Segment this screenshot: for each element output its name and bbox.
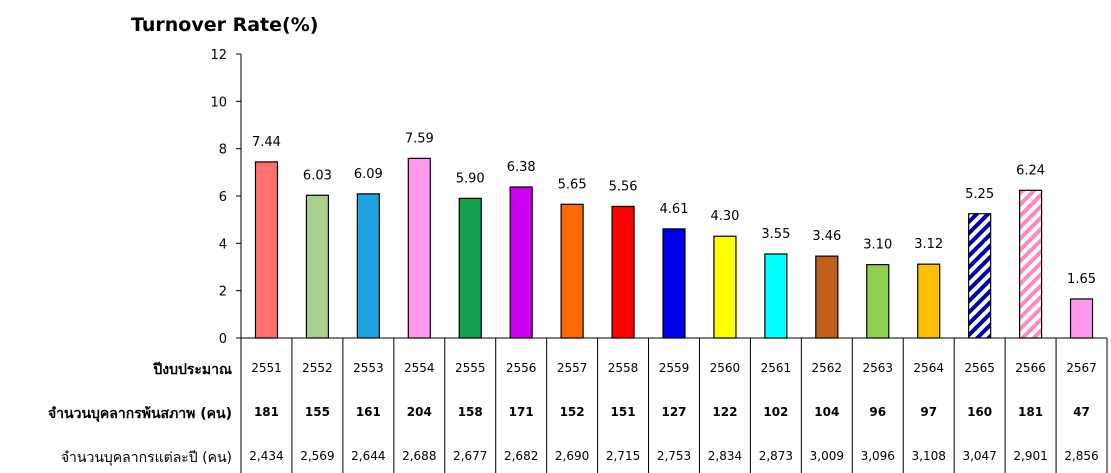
data-label-2553: 6.09: [354, 167, 383, 182]
table-cell: 2555: [454, 361, 486, 375]
bar-2564: [917, 263, 941, 339]
bar-2565: [968, 213, 992, 339]
data-label-2554: 7.59: [405, 131, 434, 146]
y-tick-label: 8: [219, 143, 227, 158]
table-cell: 158: [457, 405, 483, 419]
table-cell: 2564: [913, 361, 944, 375]
table-cell: 2567: [1066, 361, 1097, 375]
table-cell: 151: [610, 405, 636, 419]
table-cell: 2561: [760, 361, 792, 375]
y-tick-label: 4: [219, 237, 227, 252]
data-label-2561: 3.55: [761, 227, 790, 242]
table-cell: 160: [967, 405, 993, 419]
table-row-label: จำนวนบุคลากรพ้นสภาพ (คน): [47, 406, 232, 422]
table-cell: 2,873: [758, 449, 794, 463]
data-label-2563: 3.10: [863, 238, 892, 253]
y-tick-label: 6: [219, 190, 227, 205]
table-cell: 2,677: [453, 449, 488, 463]
bar-2554: [407, 157, 431, 339]
data-label-2552: 6.03: [303, 168, 332, 183]
bar-2551: [254, 161, 279, 339]
table-cell: 2,753: [656, 449, 692, 463]
bar-2552: [305, 194, 330, 339]
table-cell: 2551: [251, 361, 282, 375]
table-cell: 2559: [658, 361, 690, 375]
table-cell: 2,690: [554, 449, 590, 463]
table-cell: 97: [920, 405, 938, 419]
table-cell: 152: [559, 405, 585, 419]
bar-2558: [611, 205, 635, 339]
table-cell: 2,688: [402, 449, 437, 463]
y-tick-label: 10: [210, 95, 227, 110]
bar-2566: [1018, 189, 1043, 339]
data-label-2558: 5.56: [609, 179, 638, 194]
table-cell: 2,569: [300, 449, 335, 463]
y-tick-label: 12: [210, 48, 227, 63]
table-cell: 104: [814, 405, 840, 419]
table-cell: 2,682: [503, 449, 539, 463]
table-cell: 2565: [964, 361, 995, 375]
bar-2567: [1069, 298, 1094, 339]
table-cell: 171: [508, 405, 534, 419]
data-label-2565: 5.25: [965, 187, 994, 202]
bar-2559: [662, 228, 686, 339]
table-cell: 181: [253, 405, 279, 419]
table-cell: 2553: [353, 361, 384, 375]
table-cell: 3,047: [962, 449, 997, 463]
table-cell: 3,108: [911, 449, 946, 463]
table-cell: 47: [1073, 405, 1090, 419]
table-cell: 96: [869, 405, 887, 419]
table-cell: 2556: [505, 361, 537, 375]
data-label-2551: 7.44: [252, 135, 281, 150]
table-cell: 2566: [1015, 361, 1046, 375]
bar-2563: [866, 264, 890, 339]
table-cell: 2563: [862, 361, 894, 375]
table-cell: 161: [355, 405, 381, 419]
table-cell: 102: [763, 405, 789, 419]
bar-2557: [560, 203, 584, 339]
table-cell: 2560: [709, 361, 741, 375]
table-row-label: ปีงบประมาณ: [153, 362, 232, 378]
data-label-2562: 3.46: [812, 229, 841, 244]
table-cell: 155: [304, 405, 330, 419]
table-cell: 2,644: [351, 449, 386, 463]
chart-title: Turnover Rate(%): [131, 14, 319, 36]
bar-2560: [713, 235, 737, 339]
data-label-2564: 3.12: [914, 237, 943, 252]
table-cell: 2562: [811, 361, 843, 375]
table-cell: 2557: [556, 361, 588, 375]
table-cell: 2,834: [707, 449, 743, 463]
bar-2553: [356, 193, 380, 339]
data-label-2559: 4.61: [660, 202, 689, 217]
y-tick-label: 0: [219, 332, 227, 347]
data-label-2566: 6.24: [1016, 163, 1045, 178]
data-label-2555: 5.90: [456, 171, 485, 186]
table-cell: 2552: [302, 361, 333, 375]
table-cell: 3,096: [860, 449, 895, 463]
table-cell: 2,901: [1013, 449, 1048, 463]
data-label-2556: 6.38: [507, 160, 536, 175]
table-cell: 127: [661, 405, 687, 419]
table-cell: 204: [406, 405, 432, 419]
table-cell: 2554: [404, 361, 435, 375]
table-cell: 3,009: [809, 449, 844, 463]
table-cell: 2,856: [1064, 449, 1099, 463]
bar-2555: [458, 197, 482, 339]
table-cell: 2,715: [605, 449, 641, 463]
data-label-2557: 5.65: [558, 177, 587, 192]
bar-2562: [815, 255, 839, 339]
bar-2561: [764, 253, 788, 339]
table-cell: 122: [712, 405, 738, 419]
bar-2556: [509, 186, 533, 339]
data-label-2560: 4.30: [710, 209, 739, 224]
y-tick-label: 2: [219, 285, 227, 300]
table-cell: 2558: [607, 361, 639, 375]
data-label-2567: 1.65: [1067, 272, 1096, 287]
table-cell: 181: [1018, 405, 1044, 419]
table-row-label: จำนวนบุคลากรแต่ละปี (คน): [60, 450, 232, 466]
table-cell: 2,434: [249, 449, 284, 463]
